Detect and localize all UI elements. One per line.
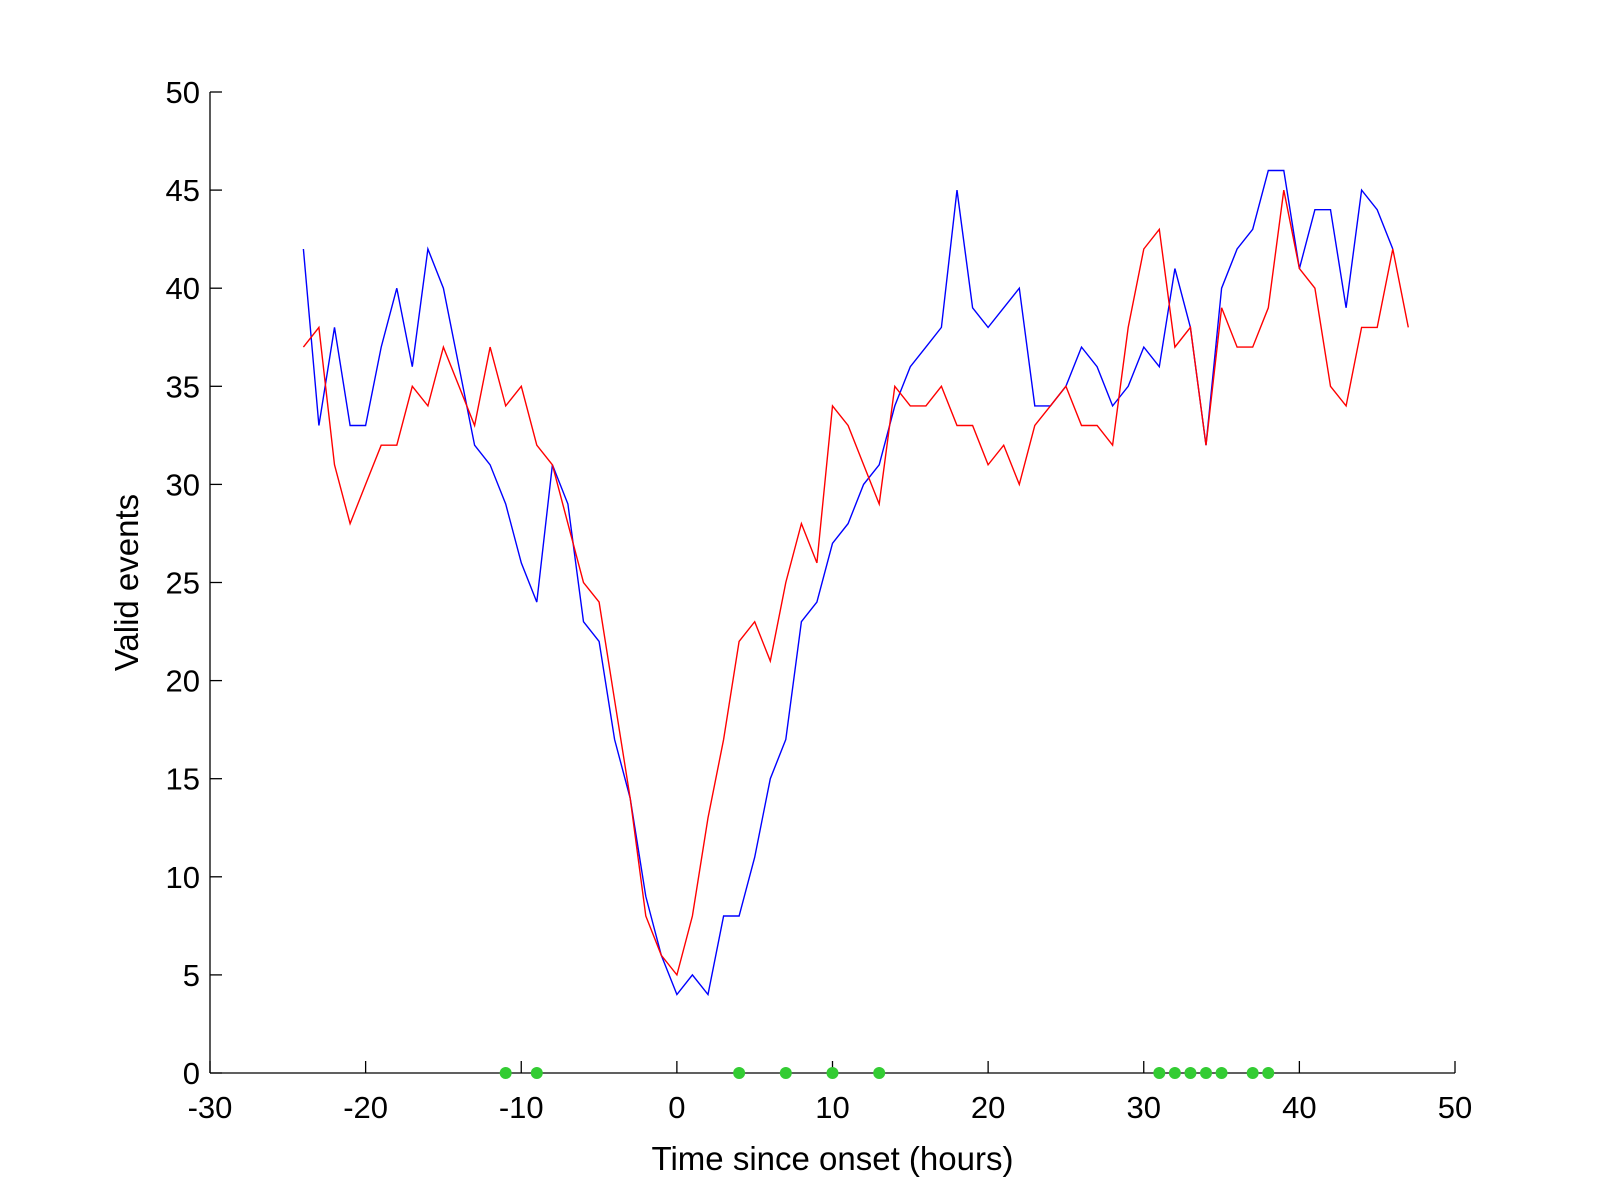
y-axis-ticks: 0 5 10 15 20 25 30 35 40 45 50 — [166, 75, 222, 1091]
x-tick-label: 30 — [1127, 1090, 1161, 1125]
y-tick-label: 0 — [183, 1056, 200, 1091]
x-tick-label: 40 — [1282, 1090, 1316, 1125]
series-line-1 — [302, 169, 1394, 997]
event-marker — [1153, 1067, 1166, 1079]
x-axis-title: Time since onset (hours) — [652, 1140, 1014, 1177]
x-tick-label: 20 — [971, 1090, 1005, 1125]
y-tick-label: 15 — [166, 762, 200, 797]
series-line-2 — [302, 189, 1409, 977]
marker-layer — [499, 1067, 1275, 1079]
x-tick-label: -20 — [343, 1090, 388, 1125]
event-marker — [499, 1067, 512, 1079]
event-marker — [1215, 1067, 1228, 1079]
event-marker — [1184, 1067, 1197, 1079]
y-tick-label: 45 — [166, 173, 200, 208]
y-tick-label: 20 — [166, 664, 200, 699]
y-tick-label: 40 — [166, 271, 200, 306]
x-tick-label: 10 — [815, 1090, 849, 1125]
series-layer — [302, 169, 1409, 997]
event-marker — [779, 1067, 792, 1079]
y-tick-label: 5 — [183, 958, 200, 993]
y-tick-label: 35 — [166, 369, 200, 404]
event-marker — [826, 1067, 839, 1079]
x-tick-label: 0 — [668, 1090, 685, 1125]
event-marker — [1246, 1067, 1259, 1079]
y-tick-label: 25 — [166, 566, 200, 601]
x-tick-label: 50 — [1438, 1090, 1472, 1125]
y-tick-label: 50 — [166, 75, 200, 110]
y-tick-label: 10 — [166, 860, 200, 895]
event-marker — [733, 1067, 746, 1079]
event-marker — [1168, 1067, 1181, 1079]
y-tick-label: 30 — [166, 467, 200, 502]
plot-area: -30 -20 -10 0 10 20 30 40 50 0 5 10 15 20 25 30 35 40 45 5… — [166, 75, 1473, 1125]
event-marker — [530, 1067, 543, 1079]
event-marker — [873, 1067, 886, 1079]
y-axis-title: Valid events — [108, 494, 145, 671]
event-marker — [1262, 1067, 1275, 1079]
x-tick-label: -30 — [188, 1090, 233, 1125]
event-marker — [1200, 1067, 1212, 1079]
x-tick-label: -10 — [499, 1090, 544, 1125]
x-axis-ticks: -30 -20 -10 0 10 20 30 40 50 — [188, 1061, 1472, 1125]
